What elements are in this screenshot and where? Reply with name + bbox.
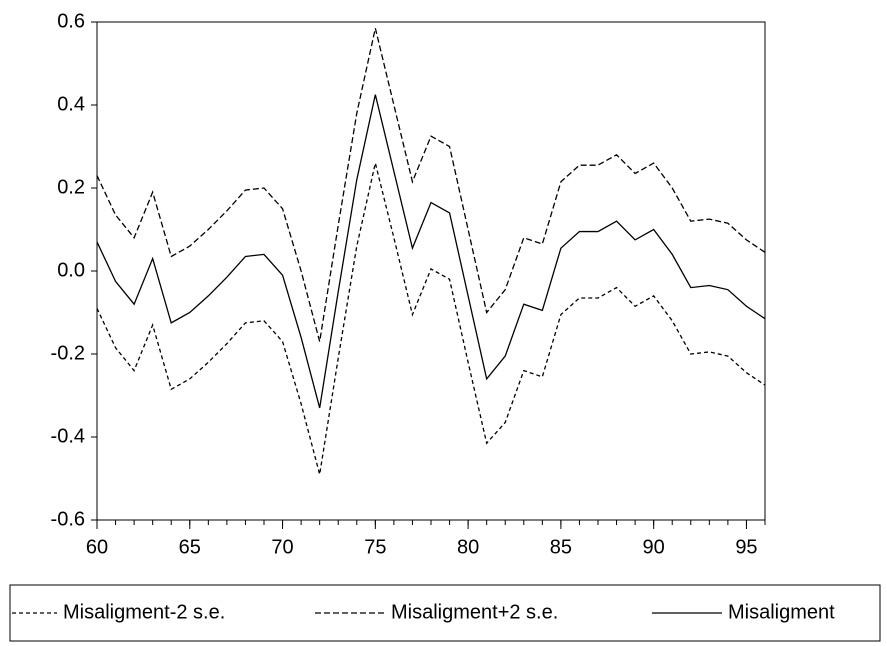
- x-tick-label: 75: [364, 536, 386, 558]
- y-tick-label: 0.2: [57, 176, 85, 198]
- x-tick-label: 95: [735, 536, 757, 558]
- y-tick-label: 0.6: [57, 10, 85, 32]
- x-tick-label: 85: [550, 536, 572, 558]
- x-tick-label: 70: [271, 536, 293, 558]
- legend-box: [9, 584, 881, 642]
- x-tick-label: 65: [179, 536, 201, 558]
- x-tick-label: 60: [86, 536, 108, 558]
- x-tick-label: 80: [457, 536, 479, 558]
- series-line: [96, 94, 766, 409]
- legend-label: Misaligment+2 s.e.: [391, 601, 558, 623]
- y-tick-label: 0.0: [57, 259, 85, 281]
- legend-label: Misaligment-2 s.e.: [63, 601, 225, 623]
- series-line: [96, 28, 766, 342]
- y-tick-label: -0.4: [51, 425, 85, 447]
- y-tick-label: -0.2: [51, 342, 85, 364]
- y-tick-label: 0.4: [57, 93, 85, 115]
- x-tick-label: 90: [643, 536, 665, 558]
- series-line: [96, 162, 766, 475]
- y-tick-label: -0.6: [51, 508, 85, 530]
- legend-label: Misaligment: [728, 601, 835, 623]
- plot-frame: [96, 21, 766, 521]
